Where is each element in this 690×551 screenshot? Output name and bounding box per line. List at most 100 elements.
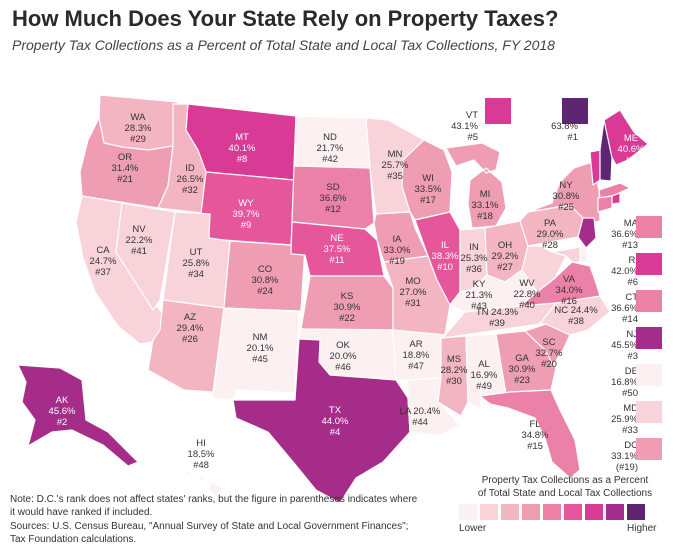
sources-note: Sources: U.S. Census Bureau, "Annual Sur… xyxy=(10,520,408,546)
state-label-tn: TN 24.3%#39 xyxy=(476,307,519,329)
state-value-ny: 30.8% xyxy=(553,191,580,202)
state-rank-or: #21 xyxy=(117,174,133,185)
callout-swatch-nj xyxy=(636,327,662,349)
state-abbr-ca: CA xyxy=(96,245,110,256)
state-rank-ak: #2 xyxy=(57,417,68,428)
state-shape-nm xyxy=(212,307,300,401)
state-value-nv: 22.2% xyxy=(126,235,153,246)
state-value-mo: 27.0% xyxy=(400,287,427,298)
state-rank-tn: #39 xyxy=(489,318,505,329)
state-rank-sc: #20 xyxy=(541,359,557,370)
legend-title-line2: of Total State and Local Tax Collections xyxy=(477,488,653,499)
state-value-in: 25.3% xyxy=(461,253,488,264)
state-abbr-nm: NM xyxy=(253,332,268,343)
state-rank-mn: #35 xyxy=(387,171,403,182)
legend-title: Property Tax Collections as a Percent of… xyxy=(449,474,681,500)
state-abbr-sd: SD xyxy=(326,182,339,193)
state-abbr-ne: NE xyxy=(330,233,343,244)
callout-abbr-md: MD xyxy=(623,403,638,414)
state-value-mt: 40.1% xyxy=(229,143,256,154)
labels-layer: WA28.3%#29OR31.4%#21CA24.7%#37ID26.5%#32… xyxy=(49,112,645,471)
state-abbr-in: IN xyxy=(469,242,479,253)
state-value-id: 26.5% xyxy=(177,174,204,185)
state-shape-sd xyxy=(291,165,375,230)
state-abbr-mt: MT xyxy=(235,132,249,143)
state-rank-ny: #25 xyxy=(558,202,574,213)
state-abbr-ia: IA xyxy=(393,234,403,245)
state-value-nm: 20.1% xyxy=(247,343,274,354)
state-rank-me: #7 xyxy=(626,155,637,166)
state-abbr-mn: MN xyxy=(388,149,403,160)
state-label-la: LA 20.4%#44 xyxy=(400,406,441,428)
callout-rank-ma: #13 xyxy=(622,240,638,251)
state-rank-ia: #19 xyxy=(389,256,405,267)
legend-swatch-8 xyxy=(606,504,624,520)
state-rank-co: #24 xyxy=(257,286,273,297)
state-rank-mt: #8 xyxy=(237,154,248,165)
page-title: How Much Does Your State Rely on Propert… xyxy=(12,6,559,31)
state-value-fl: 34.8% xyxy=(522,430,549,441)
callout-rank-ct: #14 xyxy=(622,314,638,325)
state-shape-mi xyxy=(445,142,507,229)
callouts-layer: VT43.1%#5NH63.8%#1MA36.6%#13RI42.0%#6CT3… xyxy=(451,98,662,473)
callout-nh: NH63.8%#1 xyxy=(551,98,588,143)
state-rank-wa: #29 xyxy=(130,134,146,145)
state-value-tx: 44.0% xyxy=(322,416,349,427)
state-abbr-ar: AR xyxy=(409,339,422,350)
state-value-or: 31.4% xyxy=(112,163,139,174)
state-name-value-nc: NC 24.4% xyxy=(554,305,598,316)
state-abbr-co: CO xyxy=(258,264,272,275)
state-abbr-ky: KY xyxy=(473,279,486,290)
state-abbr-al: AL xyxy=(478,359,490,370)
state-abbr-ut: UT xyxy=(190,247,203,258)
state-abbr-il: IL xyxy=(441,240,449,251)
legend-low-label: Lower xyxy=(459,523,487,534)
state-abbr-wa: WA xyxy=(131,112,147,123)
states-layer xyxy=(17,94,649,504)
state-rank-nd: #42 xyxy=(322,154,338,165)
legend-swatch-4 xyxy=(522,504,540,520)
state-rank-va: #16 xyxy=(561,296,577,307)
state-shape-ia xyxy=(373,211,429,263)
callout-value-md: 25.9% xyxy=(611,414,638,425)
state-rank-ok: #46 xyxy=(335,362,351,373)
state-abbr-oh: OH xyxy=(498,240,512,251)
state-shape-co xyxy=(223,240,306,312)
state-rank-la: #44 xyxy=(412,417,428,428)
legend-swatches xyxy=(459,504,645,520)
state-abbr-ms: MS xyxy=(447,354,461,365)
state-value-wa: 28.3% xyxy=(125,123,152,134)
callout-value-ct: 36.6% xyxy=(611,303,638,314)
state-rank-fl: #15 xyxy=(527,441,543,452)
state-abbr-ak: AK xyxy=(56,395,69,406)
state-abbr-hi: HI xyxy=(196,438,206,449)
callout-abbr-vt: VT xyxy=(466,110,478,121)
state-rank-ms: #30 xyxy=(446,376,462,387)
state-rank-pa: #28 xyxy=(542,240,558,251)
state-rank-ca: #37 xyxy=(95,267,111,278)
callout-swatch-md xyxy=(636,401,662,423)
state-abbr-mo: MO xyxy=(405,276,420,287)
legend-high-label: Higher xyxy=(627,523,657,534)
state-value-ut: 25.8% xyxy=(183,258,210,269)
callout-value-de: 16.8% xyxy=(611,377,638,388)
state-label-nc: NC 24.4%#38 xyxy=(554,305,598,327)
sources-line2: Tax Foundation calculations. xyxy=(10,534,137,545)
state-value-az: 29.4% xyxy=(177,323,204,334)
state-value-ms: 28.2% xyxy=(441,365,468,376)
state-name-value-tn: TN 24.3% xyxy=(476,307,519,318)
state-value-ga: 30.9% xyxy=(509,364,536,375)
legend-swatch-7 xyxy=(585,504,603,520)
